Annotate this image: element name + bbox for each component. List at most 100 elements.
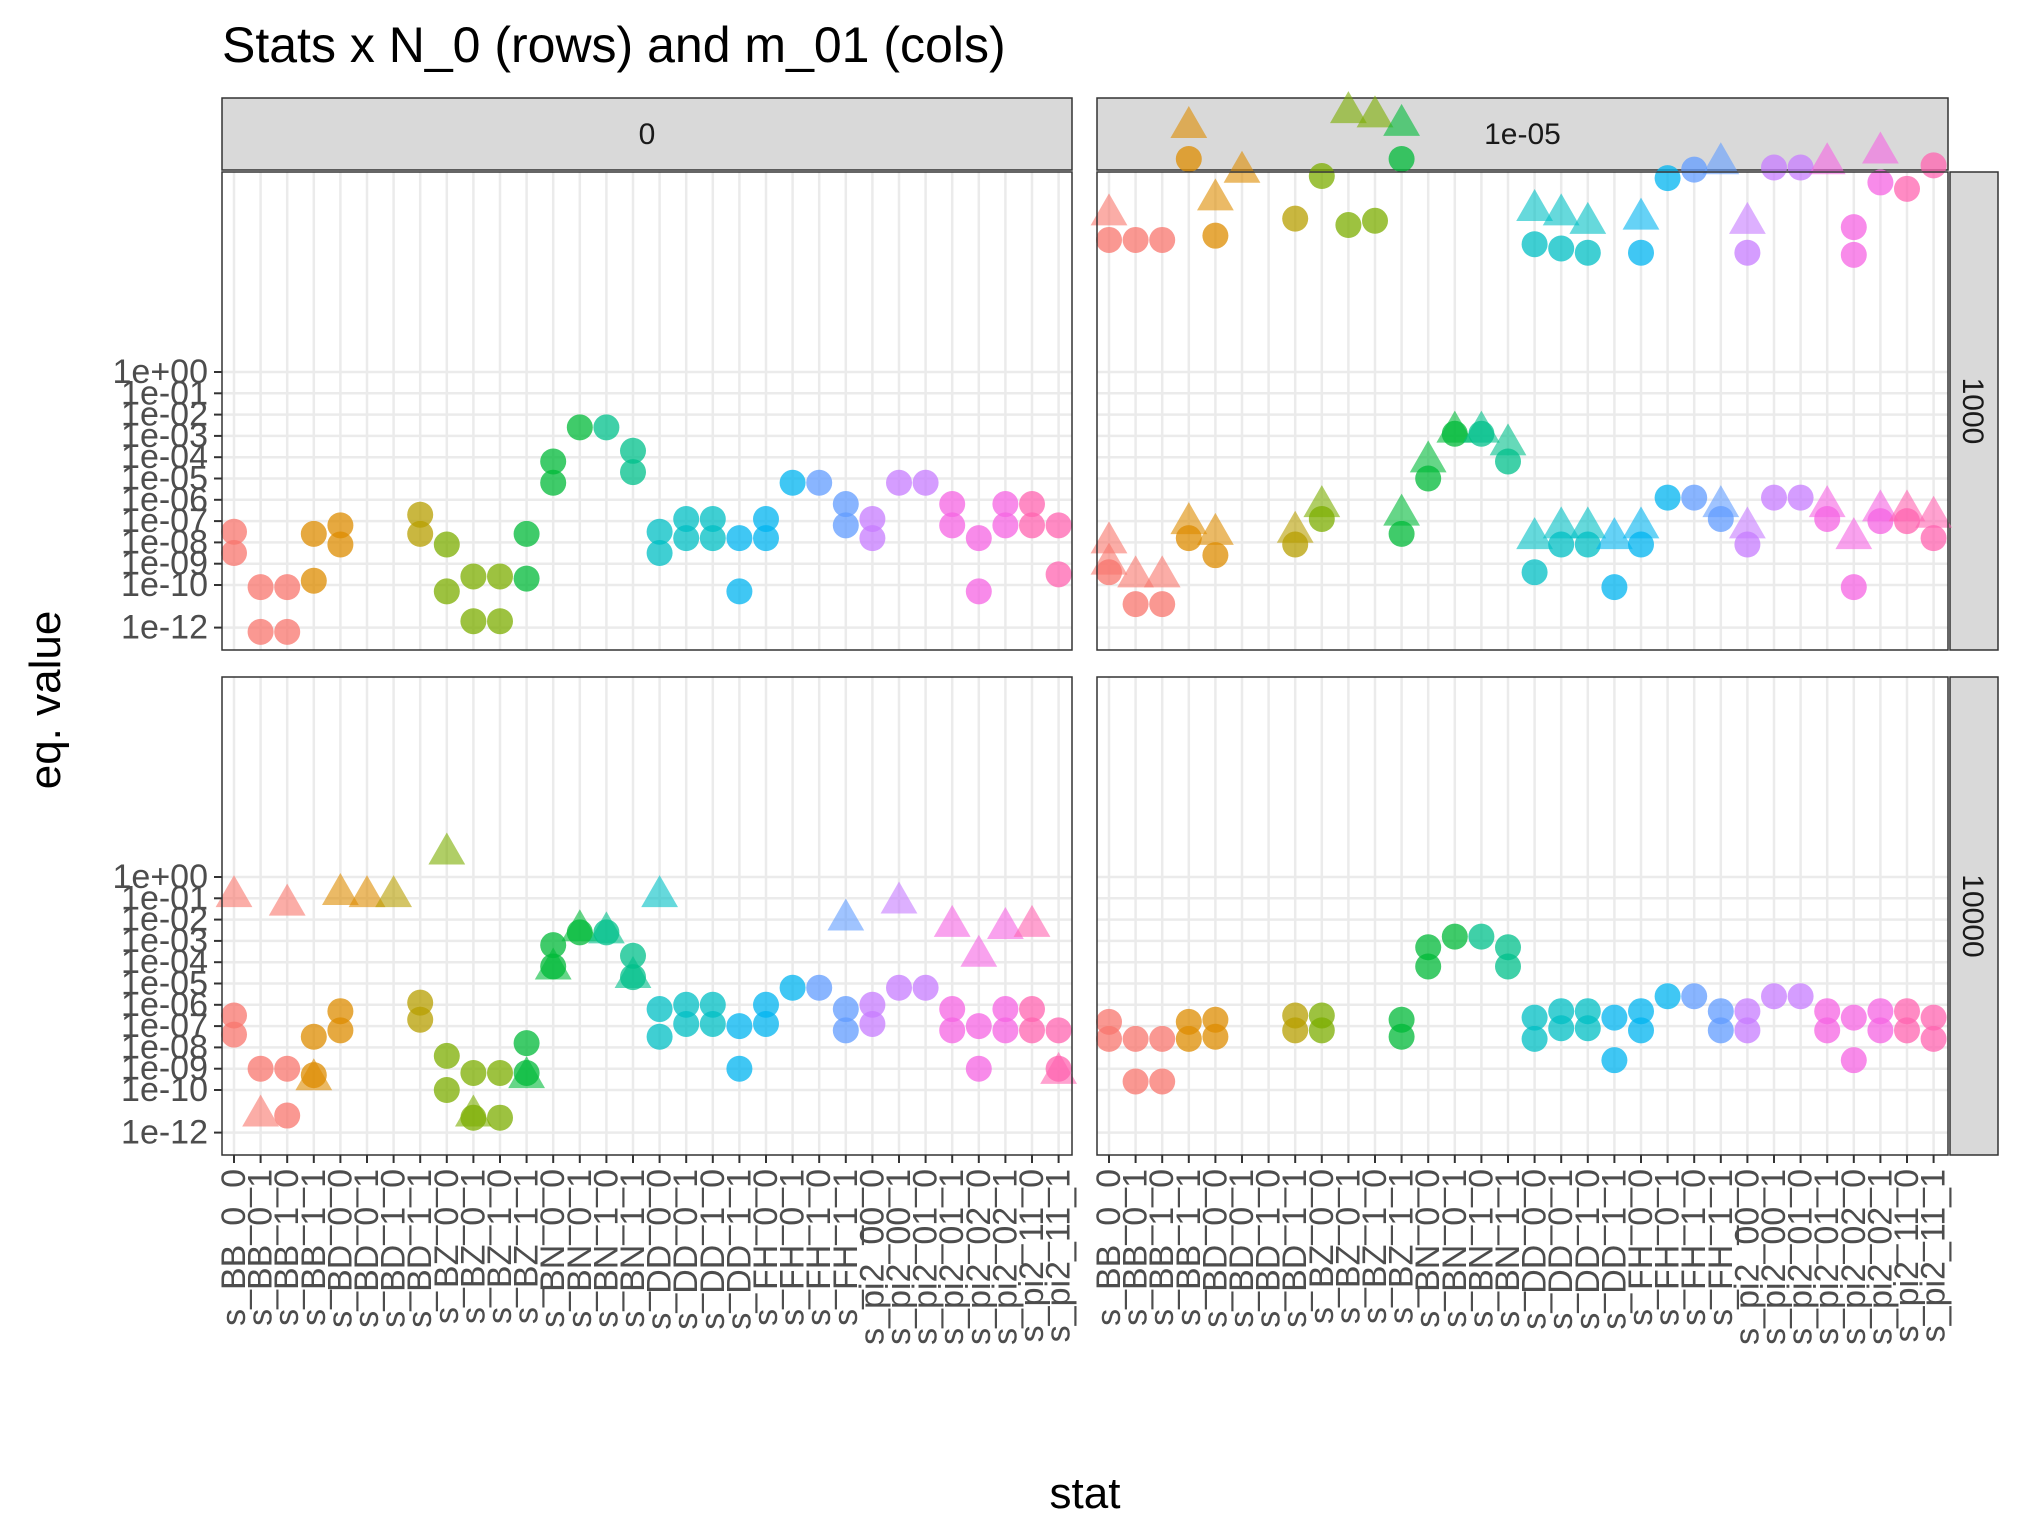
data-point-circle	[726, 1013, 753, 1040]
data-point-circle	[513, 520, 540, 547]
x-tick-label: s_BD_0_0	[321, 1169, 359, 1328]
facet-panel	[222, 172, 1072, 650]
x-tick-label: s_pi2_02_1	[986, 1169, 1024, 1345]
data-point-circle	[886, 469, 912, 496]
y-tick-label: 1e+00	[113, 858, 209, 896]
data-point-circle	[247, 574, 274, 601]
data-point-triangle	[1013, 904, 1051, 937]
data-point-circle	[1521, 559, 1548, 586]
data-point-triangle	[1383, 493, 1420, 526]
data-point-circle	[274, 1102, 301, 1129]
data-point-circle	[274, 574, 301, 601]
y-tick-label: 1e-12	[121, 1114, 208, 1152]
y-tick-label: 1e-06	[121, 481, 208, 519]
column-strip	[221, 97, 1073, 171]
x-tick-label: s_BZ_0_0	[428, 1169, 466, 1324]
panel-background	[222, 677, 1072, 1155]
data-point-circle	[779, 469, 806, 496]
data-point-triangle	[215, 875, 253, 908]
x-tick-label: s_DD_1_1	[1595, 1169, 1633, 1330]
data-point-triangle	[1143, 555, 1181, 588]
x-tick-label: s_BD_0_1	[348, 1169, 386, 1328]
data-point-triangle	[322, 872, 359, 905]
data-point-circle	[646, 518, 673, 545]
x-tick-label: s_pi2_11_1	[1915, 1169, 1953, 1342]
data-point-circle	[1175, 1025, 1202, 1052]
panel-background	[222, 172, 1072, 650]
x-tick-label: s_pi2_01_1	[933, 1169, 971, 1345]
data-point-triangle	[1489, 423, 1527, 456]
x-tick-label: s_DD_0_1	[1542, 1169, 1580, 1330]
data-point-circle	[487, 608, 513, 635]
data-point-circle	[1122, 591, 1149, 618]
data-point-circle	[673, 1010, 700, 1037]
data-point-circle	[460, 1104, 487, 1131]
data-point-circle	[646, 996, 673, 1023]
data-point-circle	[1681, 156, 1708, 183]
x-tick-label: s_BN_0_0	[534, 1169, 572, 1328]
data-point-triangle	[375, 875, 412, 908]
data-point-circle	[1734, 239, 1761, 266]
y-tick-label: 1e+00	[113, 353, 209, 391]
data-point-circle	[407, 1006, 434, 1033]
data-point-circle	[699, 525, 726, 552]
data-point-triangle	[1516, 517, 1553, 550]
x-tick-label: s_pi2_02_0	[960, 1169, 998, 1345]
data-point-circle	[1707, 998, 1734, 1025]
x-tick-label: s_FH_0_0	[747, 1169, 785, 1326]
data-point-circle	[753, 991, 779, 1018]
data-point-triangle	[1542, 193, 1580, 226]
data-point-circle	[1521, 231, 1548, 258]
data-point-circle	[832, 491, 859, 518]
y-tick-label: 1e-04	[121, 943, 208, 981]
data-point-circle	[1601, 574, 1628, 601]
x-tick-label: s_FH_0_0	[1622, 1169, 1660, 1326]
data-point-circle	[1415, 953, 1442, 980]
y-tick-label: 1e-03	[121, 922, 208, 960]
x-tick-label: s_BZ_0_0	[1303, 1169, 1341, 1324]
data-point-circle	[992, 512, 1019, 539]
data-point-circle	[1734, 1017, 1761, 1044]
y-tick-label: 1e-08	[121, 1028, 208, 1066]
data-point-circle	[460, 563, 487, 590]
data-point-triangle	[614, 956, 652, 989]
data-point-triangle	[1090, 193, 1128, 226]
x-tick-label: s_BZ_0_1	[454, 1169, 492, 1324]
data-point-circle	[300, 567, 327, 594]
data-point-circle	[1867, 169, 1894, 196]
data-point-circle	[620, 459, 646, 486]
data-point-circle	[1628, 1017, 1654, 1044]
row-strip-label: 10000	[1956, 874, 1989, 957]
data-point-circle	[1149, 1025, 1176, 1052]
data-point-triangle	[1170, 502, 1208, 535]
data-point-circle	[886, 974, 912, 1001]
data-point-triangle	[428, 832, 466, 865]
data-point-circle	[859, 505, 886, 532]
data-point-circle	[1787, 983, 1814, 1010]
data-point-circle	[939, 512, 966, 539]
y-tick-label: 1e-08	[121, 523, 208, 561]
y-tick-label: 1e-02	[121, 901, 208, 939]
data-point-circle	[1308, 1017, 1335, 1044]
data-point-circle	[699, 1010, 726, 1037]
data-point-triangle	[348, 875, 386, 908]
data-point-circle	[433, 578, 460, 605]
data-point-circle	[513, 565, 540, 592]
data-point-circle	[1308, 163, 1335, 190]
data-point-circle	[1548, 1015, 1575, 1042]
y-tick-label: 1e-09	[121, 545, 208, 583]
data-point-circle	[646, 540, 673, 567]
y-tick-label: 1e-05	[121, 460, 208, 498]
data-point-circle	[1707, 1017, 1734, 1044]
x-tick-label: s_BB_0_1	[242, 1169, 280, 1326]
data-point-circle	[1840, 1004, 1867, 1031]
data-point-circle	[1122, 1068, 1149, 1095]
data-point-circle	[460, 608, 487, 635]
data-point-triangle	[1622, 506, 1660, 539]
data-point-triangle	[1888, 489, 1926, 522]
data-point-circle	[1045, 512, 1072, 539]
data-point-circle	[460, 1059, 487, 1086]
panel-background	[1097, 677, 1948, 1155]
x-tick-label: s_FH_1_1	[1702, 1169, 1740, 1326]
